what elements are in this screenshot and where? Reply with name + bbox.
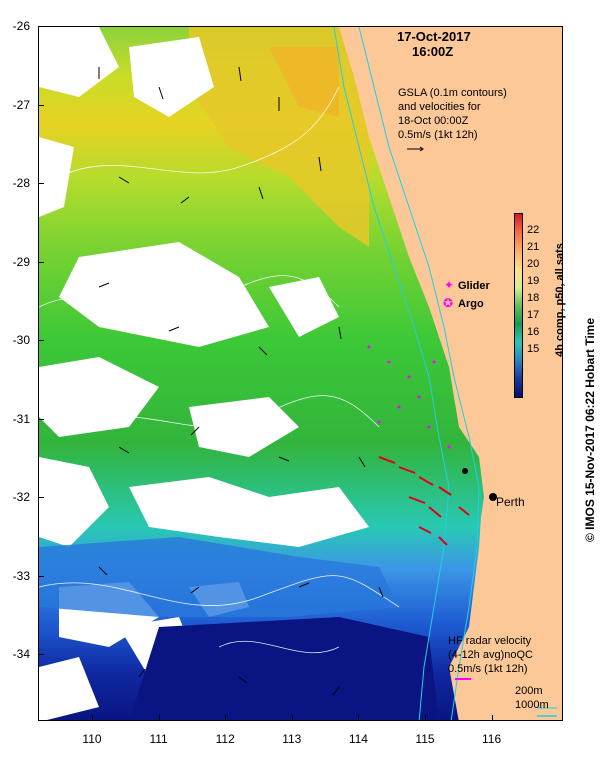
longitude-tick-label: 113 [282, 732, 302, 746]
isobath-legend-200m: 200m [515, 685, 543, 697]
hf-note-line3: 0.5m/s (1kt 12h) [448, 663, 528, 675]
longitude-tick-label: 110 [82, 732, 102, 746]
colorbar-tick-label: 16 [527, 326, 540, 338]
gsla-note-line4: 0.5m/s (1kt 12h) [398, 129, 478, 141]
glider-legend-label: Glider [458, 280, 490, 292]
latitude-tick-label: -28 [12, 176, 30, 190]
longitude-tick-mark [225, 715, 227, 721]
colorbar-title: 4h comp, p50, all sats [554, 243, 566, 357]
map-date: 17-Oct-2017 [397, 29, 471, 44]
hf-note-line2: (4-12h avg)noQC [448, 649, 533, 661]
latitude-tick-mark [38, 183, 44, 184]
latitude-tick-mark [38, 26, 44, 27]
glider-legend-icon: ✦ [444, 278, 455, 292]
gsla-note-line2: and velocities for [398, 101, 481, 113]
colorbar-tick-label: 17 [527, 309, 540, 321]
land-mass [339, 27, 562, 720]
glider-markers [367, 345, 451, 449]
longitude-tick-mark [92, 715, 93, 721]
isobath-1000m [333, 27, 450, 720]
map-time: 16:00Z [412, 44, 454, 59]
longitude-tick-label: 114 [348, 732, 368, 746]
latitude-tick-label: -29 [12, 254, 30, 269]
longitude-tick-label: 116 [482, 732, 502, 746]
hf-radar-vectors [378, 456, 470, 546]
colorbar-tick-label: 21 [527, 241, 540, 253]
longitude-tick-label: 111 [149, 732, 168, 746]
colorbar-tick-label: 22 [527, 224, 540, 236]
latitude-tick-label: -33 [12, 568, 30, 583]
latitude-tick-mark [38, 654, 44, 655]
argo-legend-label: Argo [458, 298, 484, 310]
hf-note-line1: HF radar velocity [448, 635, 532, 647]
perth-marker [489, 493, 497, 501]
latitude-tick-label: -30 [12, 333, 30, 347]
latitude-tick-mark [38, 261, 44, 263]
isobath-200m [358, 27, 480, 720]
glider-position [462, 468, 468, 474]
latitude-tick-mark [38, 340, 44, 341]
longitude-tick-mark [158, 715, 160, 721]
velocity-vectors [98, 66, 384, 696]
colorbar-tick-label: 19 [527, 275, 540, 287]
colorbar [514, 213, 523, 398]
latitude-tick-label: -31 [12, 411, 30, 426]
longitude-tick-label: 115 [415, 732, 435, 746]
gsla-contours [39, 86, 400, 654]
longitude-tick-mark [358, 715, 360, 721]
gsla-note-line3: 18-Oct 00:00Z [398, 115, 469, 127]
gsla-note-line1: GSLA (0.1m contours) [398, 87, 507, 99]
isobath-legend-1000m: 1000m [515, 699, 549, 711]
colorbar-tick-label: 20 [527, 258, 540, 270]
cool-water [129, 617, 439, 720]
longitude-tick-label: 112 [215, 732, 235, 746]
map-frame [38, 26, 563, 721]
colorbar-tick-label: 15 [527, 343, 540, 355]
sst-map [39, 27, 562, 720]
latitude-tick-mark [38, 575, 44, 577]
latitude-tick-mark [38, 104, 44, 106]
argo-legend-icon: ✪ [443, 296, 454, 310]
gsla-scale-arrow [407, 146, 424, 152]
latitude-tick-mark [38, 418, 44, 420]
latitude-tick-label: -26 [12, 19, 30, 33]
latitude-tick-label: -32 [12, 490, 30, 504]
latitude-tick-mark [38, 497, 44, 498]
city-label-perth: Perth [496, 495, 525, 509]
credit-text: © IMOS 15-Nov-2017 06:22 Hobart Time [583, 317, 597, 543]
colorbar-tick-label: 18 [527, 292, 540, 304]
longitude-tick-mark [425, 715, 426, 721]
orange-patch [269, 47, 339, 117]
latitude-tick-label: -34 [12, 647, 30, 661]
longitude-tick-mark [491, 715, 493, 721]
blue-band [39, 537, 399, 617]
longitude-tick-mark [291, 715, 293, 721]
latitude-tick-label: -27 [12, 97, 30, 112]
